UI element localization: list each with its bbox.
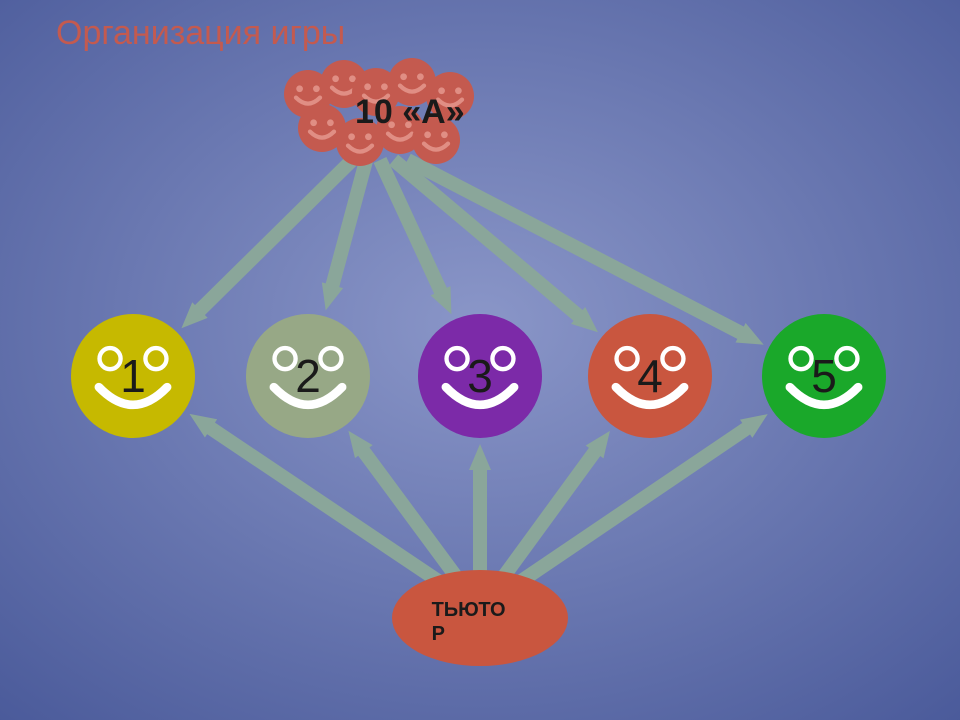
tutor-label-line2: Р bbox=[432, 623, 445, 645]
page-title: Организация игры bbox=[56, 14, 345, 52]
group-node-2: 2 bbox=[246, 314, 370, 438]
group-label-5: 5 bbox=[811, 350, 837, 402]
group-node-3: 3 bbox=[418, 314, 542, 438]
group-label-1: 1 bbox=[120, 350, 146, 402]
group-node-4: 4 bbox=[588, 314, 712, 438]
tutor-node: ТЬЮТОР bbox=[392, 570, 568, 666]
group-node-1: 1 bbox=[71, 314, 195, 438]
group-label-2: 2 bbox=[295, 350, 321, 402]
cluster-label: 10 «А» bbox=[355, 93, 465, 131]
group-label-4: 4 bbox=[637, 350, 663, 402]
group-label-3: 3 bbox=[467, 350, 493, 402]
tutor-label: ТЬЮТО bbox=[432, 599, 506, 621]
group-node-5: 5 bbox=[762, 314, 886, 438]
